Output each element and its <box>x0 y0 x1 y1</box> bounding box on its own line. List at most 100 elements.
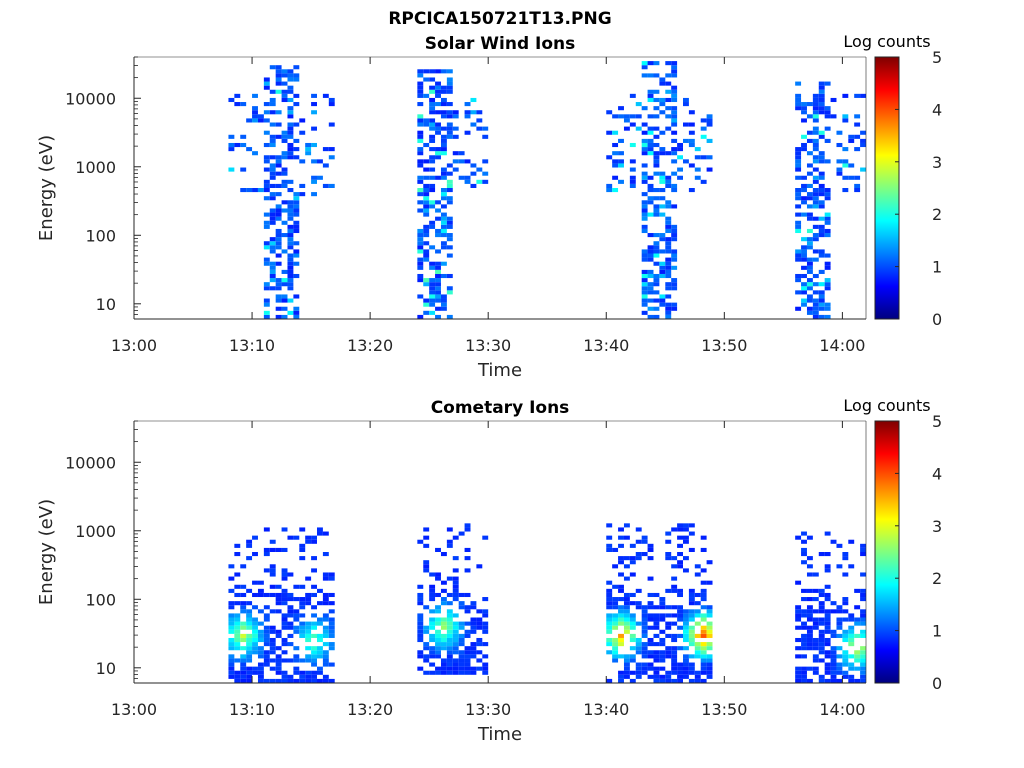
data-cell <box>464 662 471 667</box>
data-cell <box>618 560 624 565</box>
data-cell <box>429 159 436 164</box>
data-cell <box>700 605 707 610</box>
data-cell <box>417 147 424 152</box>
data-cell <box>446 670 453 675</box>
data-cell <box>671 584 678 589</box>
data-cell <box>688 601 695 606</box>
data-cell <box>281 179 288 184</box>
data-cell <box>671 286 678 291</box>
data-cell <box>688 138 695 143</box>
data-cell <box>311 621 317 626</box>
data-cell <box>647 196 654 201</box>
data-cell <box>452 151 459 156</box>
data-cell <box>818 609 825 614</box>
data-cell <box>801 531 807 536</box>
data-cell <box>440 294 447 299</box>
data-cell <box>482 613 489 618</box>
data-cell <box>824 637 831 643</box>
data-cell <box>328 102 335 107</box>
data-cell <box>446 122 453 127</box>
data-cell <box>269 183 276 188</box>
data-cell <box>234 637 241 643</box>
data-cell <box>795 637 802 643</box>
data-cell <box>606 188 613 193</box>
data-cell <box>795 654 802 659</box>
data-cell <box>252 605 258 610</box>
data-cell <box>700 642 707 647</box>
data-cell <box>824 584 831 589</box>
data-cell <box>464 527 471 532</box>
data-cell <box>860 650 866 655</box>
y-tick-label: 100 <box>85 226 116 245</box>
data-cell <box>328 592 335 598</box>
data-cell <box>618 138 624 143</box>
data-cell <box>629 646 636 651</box>
data-cell <box>275 159 282 164</box>
data-cell <box>287 286 294 291</box>
data-cell <box>317 646 323 651</box>
data-cell <box>458 654 465 659</box>
data-cell <box>818 85 825 90</box>
data-cell <box>440 224 447 229</box>
data-cell <box>417 102 424 107</box>
data-cell <box>641 216 648 221</box>
data-cell <box>317 175 323 180</box>
data-cell <box>429 89 436 94</box>
data-cell <box>417 89 424 94</box>
data-cell <box>683 617 689 622</box>
data-cell <box>665 302 672 307</box>
data-cell <box>299 159 306 164</box>
data-cell <box>818 617 825 622</box>
data-cell <box>842 617 849 622</box>
data-cell <box>653 233 660 238</box>
data-cell <box>612 142 619 148</box>
data-cell <box>440 621 447 626</box>
data-cell <box>293 609 300 614</box>
data-cell <box>677 564 683 569</box>
data-cell <box>452 650 459 655</box>
data-cell <box>287 89 294 94</box>
data-cell <box>435 233 441 238</box>
data-cell <box>435 208 441 213</box>
data-cell <box>612 601 619 606</box>
data-cell <box>476 609 483 614</box>
data-cell <box>281 601 288 606</box>
data-cell <box>435 81 441 86</box>
data-cell <box>246 588 253 593</box>
data-cell <box>629 556 636 561</box>
data-cell <box>665 106 672 111</box>
data-cell <box>293 310 300 315</box>
data-cell <box>818 592 825 598</box>
data-cell <box>263 212 270 217</box>
data-cell <box>665 282 672 287</box>
data-cell <box>311 670 317 675</box>
data-cell <box>812 106 819 111</box>
data-cell <box>812 306 819 311</box>
data-cell <box>824 233 831 238</box>
data-cell <box>659 188 666 193</box>
data-cell <box>641 535 648 540</box>
data-cell <box>806 212 813 217</box>
data-cell <box>647 662 654 667</box>
data-cell <box>641 208 648 213</box>
data-cell <box>812 298 819 303</box>
data-cell <box>647 286 654 291</box>
data-cell <box>275 65 282 70</box>
data-cell <box>653 273 660 279</box>
data-cell <box>842 658 849 663</box>
data-cell <box>446 654 453 659</box>
data-cell <box>659 233 666 238</box>
data-cell <box>275 666 282 671</box>
data-cell <box>801 249 807 254</box>
data-cell <box>812 249 819 254</box>
data-cell <box>806 257 813 262</box>
data-cell <box>665 179 672 184</box>
data-cell <box>671 654 678 659</box>
data-cell <box>647 601 654 606</box>
x-tick-label: 13:30 <box>465 700 511 719</box>
data-cell <box>234 642 241 647</box>
data-cell <box>429 294 436 299</box>
data-cell <box>435 249 441 254</box>
data-cell <box>618 674 624 679</box>
data-cell <box>812 273 819 279</box>
